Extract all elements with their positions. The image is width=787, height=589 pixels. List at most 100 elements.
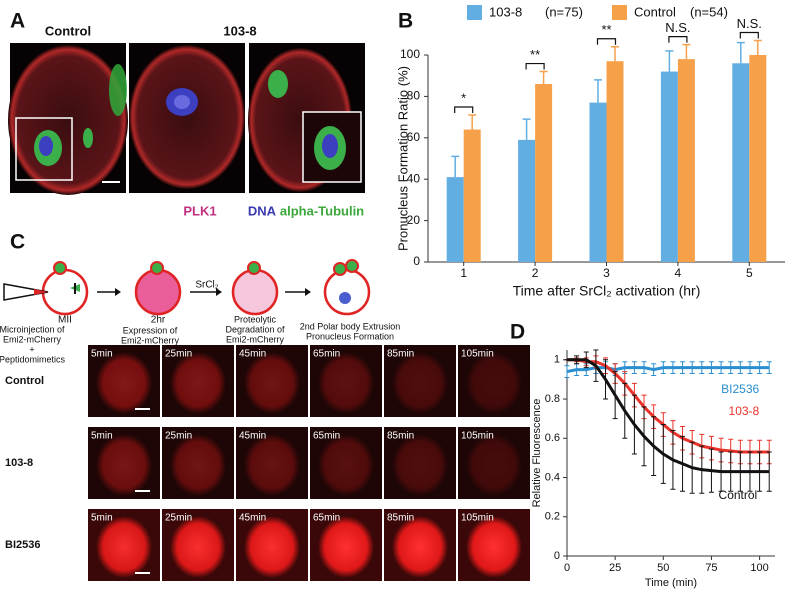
error-bar [611, 45, 619, 62]
y-tick-label: 0.2 [545, 511, 560, 523]
stain-label: DNA [248, 203, 277, 218]
stage-name: MII [58, 315, 72, 326]
stain-label: alpha-Tubulin [280, 203, 364, 218]
bar [589, 102, 607, 262]
cell-signal [466, 516, 522, 578]
time-label: 45min [239, 431, 266, 442]
y-tick-label: 0.8 [545, 393, 560, 405]
cell-signal [466, 352, 522, 414]
bar [732, 63, 750, 262]
significance-label: ** [530, 47, 540, 62]
error-bar [665, 50, 674, 72]
x-axis-title: Time (min) [645, 577, 697, 589]
stage-caption: + [29, 344, 34, 354]
bar [606, 61, 624, 263]
panel-label: C [10, 231, 25, 254]
error-bar [564, 365, 570, 378]
x-tick-label: 5 [746, 266, 753, 280]
cell-signal [244, 516, 300, 578]
error-bar [451, 155, 460, 178]
error-bar [539, 70, 548, 84]
bar [677, 59, 695, 262]
significance-label: * [461, 90, 466, 105]
y-tick-label: 80 [407, 89, 421, 103]
significance-bracket [668, 36, 688, 43]
series-label: 103-8 [729, 404, 760, 418]
y-tick-label: 1 [554, 354, 560, 366]
micrograph [129, 43, 245, 193]
panel-label: A [10, 10, 25, 33]
time-label: 105min [461, 513, 494, 524]
cell-signal [392, 434, 448, 496]
significance-label: N.S. [665, 20, 690, 35]
micrograph [248, 43, 365, 193]
series-label: BI2536 [721, 382, 759, 396]
image-title: Control [45, 23, 91, 38]
cell-signal [466, 434, 522, 496]
panel-label: D [510, 321, 525, 344]
y-tick-label: 0.6 [545, 432, 560, 444]
stage-caption: Emi2-mCherry [3, 334, 62, 344]
bar [749, 55, 767, 262]
bar [518, 139, 536, 262]
bar [660, 71, 678, 262]
y-tick-label: 100 [400, 47, 420, 61]
x-axis-title: Time after SrCl₂ activation (hr) [513, 283, 701, 299]
bar [535, 83, 553, 262]
significance-label: ** [601, 22, 611, 37]
stage-caption: Pronucleus Formation [306, 331, 394, 341]
x-tick-label: 100 [750, 562, 768, 574]
series-line [566, 366, 770, 374]
y-tick-label: 40 [407, 171, 421, 185]
stage-name: 2hr [151, 315, 166, 326]
time-label: 105min [461, 349, 494, 360]
legend-note: (n=54) [690, 4, 728, 19]
x-tick-label: 0 [564, 562, 570, 574]
cell-signal [318, 434, 374, 496]
y-tick-label: 0.4 [545, 471, 560, 483]
y-tick-label: 0 [413, 254, 420, 268]
schematic [3, 259, 371, 316]
y-tick-label: 0 [554, 550, 560, 562]
time-label: 85min [387, 513, 414, 524]
cell-signal [96, 434, 152, 496]
time-label: 85min [387, 349, 414, 360]
stage-caption: Expression of [123, 325, 178, 335]
x-tick-label: 75 [705, 562, 717, 574]
series-line [567, 358, 770, 474]
error-bar [594, 79, 602, 103]
x-tick-label: 1 [460, 266, 467, 280]
cell-signal [170, 516, 226, 578]
legend-label: Control [634, 4, 676, 19]
stage-caption: 2nd Polar body Extrusion [300, 321, 401, 331]
row-label: BI2536 [5, 539, 40, 551]
legend-swatch [467, 5, 482, 20]
bar [446, 177, 464, 262]
cell-signal [244, 352, 300, 414]
series-line [567, 358, 770, 454]
x-tick-label: 3 [603, 266, 610, 280]
stage-caption: Peptidomimetics [0, 354, 66, 364]
series-label: Control [719, 488, 758, 502]
significance-bracket [525, 62, 545, 70]
time-label: 25min [165, 513, 192, 524]
y-axis-title: Relative Fluorescence [531, 399, 543, 508]
stage-caption: Proteolytic [234, 314, 277, 324]
y-axis-title: Pronucleus Formation Ratio (%) [395, 66, 410, 251]
treatment-label: SrCl₂ [195, 280, 218, 291]
micrograph [8, 43, 128, 195]
time-label: 25min [165, 349, 192, 360]
panel-label: B [398, 10, 413, 33]
time-label: 65min [313, 513, 340, 524]
time-label: 25min [165, 431, 192, 442]
y-tick-label: 20 [407, 213, 421, 227]
stage-caption: Microinjection of [0, 324, 65, 334]
row-label: Control [5, 375, 44, 387]
stain-label: PLK1 [183, 203, 216, 218]
error-bar [736, 41, 745, 64]
cell-signal [244, 434, 300, 496]
cell-signal [96, 352, 152, 414]
error-bar [522, 118, 531, 140]
cell-signal [392, 352, 448, 414]
stage-caption: Emi2-mCherry [226, 334, 285, 344]
